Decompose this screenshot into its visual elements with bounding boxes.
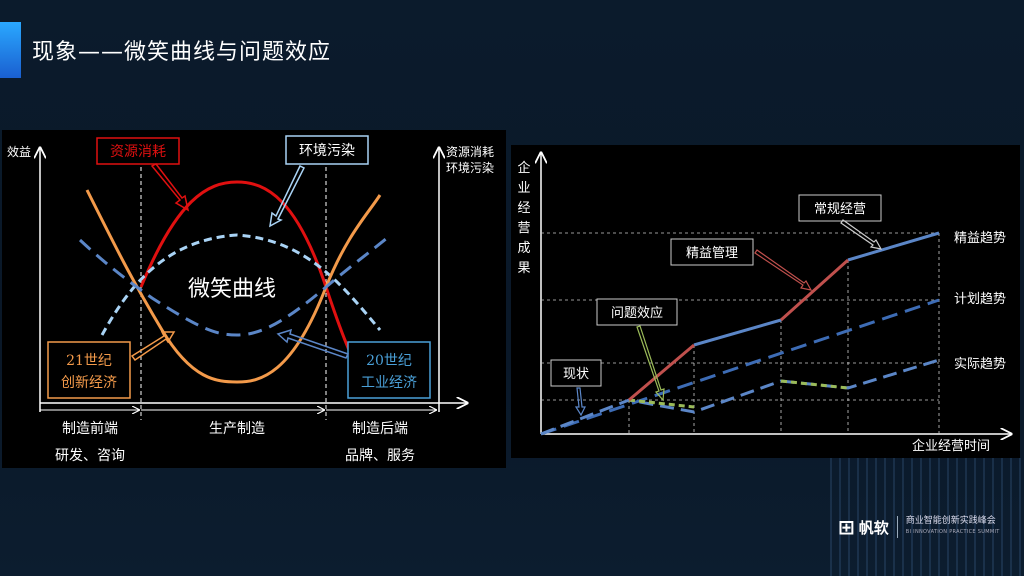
right-axis-label-1: 资源消耗 bbox=[446, 145, 494, 159]
svg-text:成: 成 bbox=[517, 241, 530, 256]
trend-lean-label: 精益趋势 bbox=[954, 230, 1006, 246]
callout-problem-box bbox=[596, 298, 678, 326]
center-label: 微笑曲线 bbox=[188, 277, 276, 302]
box-21c-line2: 创新经济 bbox=[61, 375, 117, 391]
box-21c bbox=[47, 341, 131, 399]
brand-mark-icon: ⊞ bbox=[838, 515, 855, 539]
callout-regular-box bbox=[798, 194, 882, 222]
brand-name: 帆软 bbox=[858, 518, 889, 537]
lean-trend-up-2 bbox=[779, 258, 850, 322]
logo-separator bbox=[896, 516, 898, 538]
svg-text:果: 果 bbox=[517, 261, 530, 276]
left-axis-label: 效益 bbox=[7, 144, 31, 159]
brand-logo: ⊞ 帆软 商业智能创新实践峰会 BI INNOVATION PRACTICE S… bbox=[838, 515, 1000, 539]
callout-env-arrow bbox=[269, 164, 306, 228]
stage-back: 制造后端 bbox=[352, 421, 408, 437]
callout-env: 环境污染 bbox=[299, 143, 355, 159]
lean-trend-up-1 bbox=[628, 343, 695, 402]
callout-current: 现状 bbox=[563, 367, 589, 382]
actual-trend-line bbox=[540, 358, 940, 436]
actual-problem-segment bbox=[780, 379, 849, 390]
smile-curve-21c bbox=[85, 189, 382, 384]
callout-env-box bbox=[285, 135, 369, 165]
event-name: 商业智能创新实践峰会 BI INNOVATION PRACTICE SUMMIT bbox=[906, 516, 1000, 538]
title-accent-bar bbox=[0, 22, 21, 78]
callout-resource-arrow bbox=[150, 163, 190, 212]
trend-y-label: 企 业 经 营 成 果 bbox=[517, 160, 530, 276]
environment-curve bbox=[100, 233, 382, 336]
smile-curve-20c bbox=[78, 236, 388, 337]
callout-current-arrow bbox=[574, 387, 586, 417]
stage-front-sub: 研发、咨询 bbox=[55, 448, 125, 464]
box-21c-arrow bbox=[130, 331, 176, 362]
box-21c-line1: 21世纪 bbox=[66, 353, 112, 369]
svg-text:经: 经 bbox=[517, 201, 530, 216]
event-name-en: BI INNOVATION PRACTICE SUMMIT bbox=[905, 529, 1000, 535]
trend-diagram: 企 业 经 营 成 果 企业经营时间 精益趋势 计划趋势 实际趋势 现状 问题效… bbox=[511, 145, 1020, 458]
callout-problem: 问题效应 bbox=[611, 305, 663, 321]
problem-effect-segment bbox=[628, 398, 695, 409]
trend-x-label: 企业经营时间 bbox=[912, 438, 990, 454]
box-20c-arrow bbox=[276, 328, 350, 359]
callout-resource: 资源消耗 bbox=[110, 144, 166, 160]
callout-resource-box bbox=[96, 137, 180, 165]
callout-problem-arrow bbox=[636, 325, 665, 402]
svg-text:营: 营 bbox=[517, 221, 530, 236]
callout-regular: 常规经营 bbox=[814, 202, 866, 217]
slide-title: 现象——微笑曲线与问题效应 bbox=[32, 40, 332, 65]
trend-actual-label: 实际趋势 bbox=[954, 356, 1006, 372]
callout-regular-arrow bbox=[840, 219, 883, 250]
stage-mid: 生产制造 bbox=[209, 421, 265, 437]
stage-front: 制造前端 bbox=[62, 420, 118, 437]
stage-back-sub: 品牌、服务 bbox=[345, 447, 415, 464]
callout-lean-mgmt-box bbox=[670, 238, 754, 266]
svg-text:企: 企 bbox=[517, 160, 530, 176]
event-name-cn: 商业智能创新实践峰会 bbox=[905, 516, 996, 526]
callout-lean-mgmt: 精益管理 bbox=[686, 246, 738, 261]
callout-lean-mgmt-arrow bbox=[754, 249, 813, 291]
box-20c bbox=[347, 341, 431, 399]
decorative-stripes bbox=[830, 458, 1024, 576]
box-20c-line1: 20世纪 bbox=[366, 353, 412, 369]
smile-curve-diagram: 微笑曲线 效益 资源消耗 环境污染 资源消耗 环境污染 21世纪 创新经济 20… bbox=[2, 130, 506, 468]
lean-trend-regular-2 bbox=[847, 231, 940, 262]
trend-plan-label: 计划趋势 bbox=[954, 291, 1006, 307]
plan-trend-line bbox=[540, 298, 940, 436]
svg-text:业: 业 bbox=[517, 181, 530, 196]
callout-current-box bbox=[550, 359, 602, 387]
lean-trend-regular bbox=[693, 318, 782, 347]
box-20c-line2: 工业经济 bbox=[361, 375, 417, 391]
right-axis-label-2: 环境污染 bbox=[446, 160, 494, 175]
